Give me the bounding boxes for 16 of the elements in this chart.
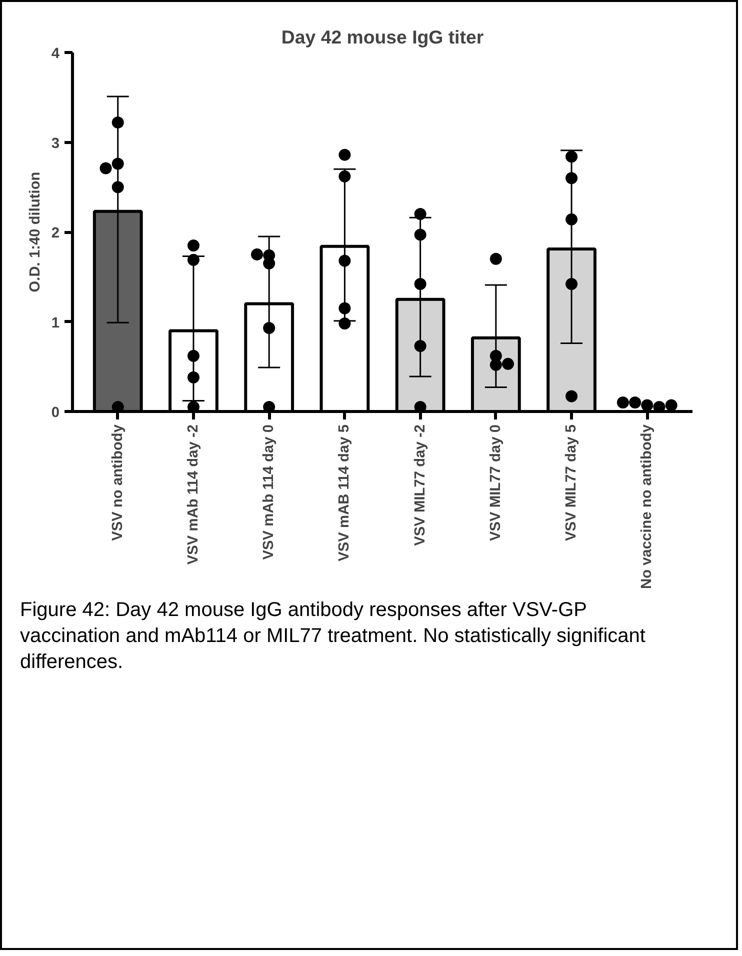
y-tick-label: 0	[51, 405, 60, 421]
x-tick-label: VSV mAb 114 day 0	[261, 424, 278, 560]
x-tick-label: No vaccine no antibody	[639, 424, 656, 590]
x-tick-label: VSV MIL77 day -2	[412, 424, 428, 546]
x-tick-label: VSV mAb 114 day -2	[185, 424, 202, 565]
x-tick-label: VSV no antibody	[110, 424, 126, 541]
y-axis-title: O.D. 1:40 dilution	[27, 172, 44, 292]
chart-title: Day 42 mouse IgG titer	[281, 26, 484, 48]
caption: Figure 42: Day 42 mouse IgG antibody responses after VSV-GP vaccination and mAb114 or MIL77 treatment. No statistically significant differences.	[20, 598, 646, 675]
x-tick-label: VSV MIL77 day 5	[564, 424, 580, 541]
x-tick-label: VSV MIL77 day 0	[488, 424, 504, 541]
y-tick-label: 3	[51, 136, 60, 152]
y-tick-label: 1	[51, 315, 60, 332]
y-tick-label: 4	[51, 46, 60, 62]
y-tick-label: 2	[51, 226, 60, 242]
x-tick-label: VSV mAB 114 day 5	[336, 424, 353, 562]
